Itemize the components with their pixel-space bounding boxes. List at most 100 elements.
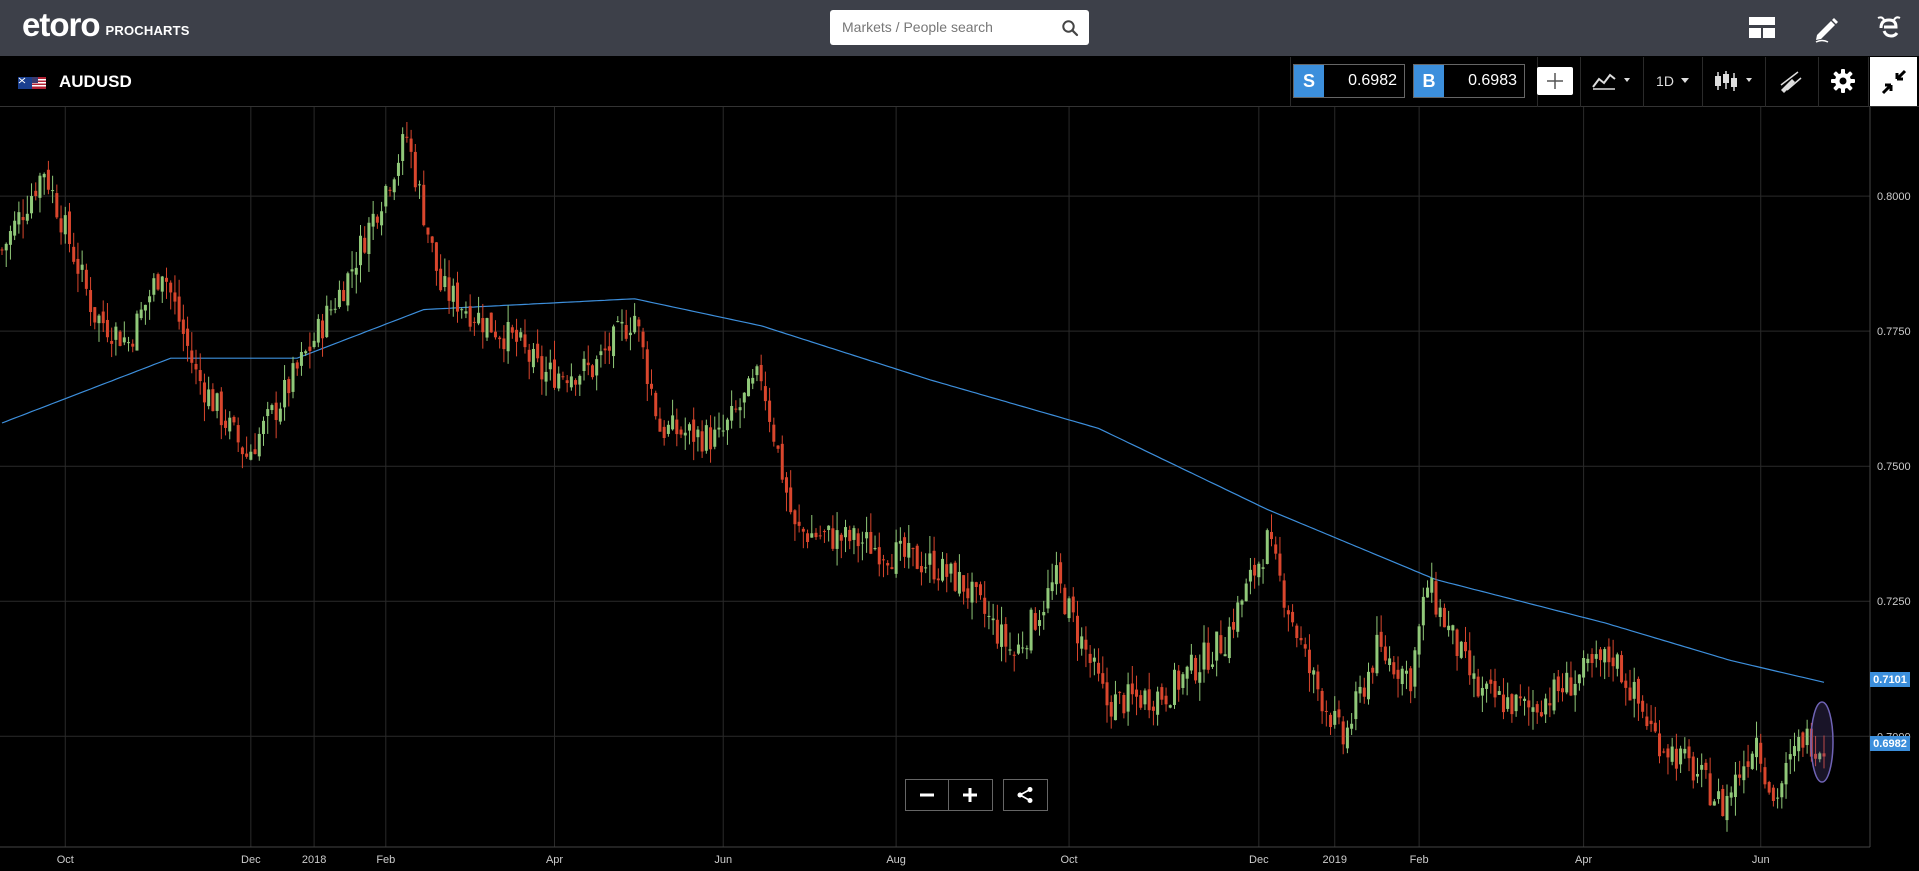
candle-body: [127, 342, 131, 344]
x-tick-label: Dec: [1249, 854, 1269, 866]
candle-body: [1687, 746, 1691, 759]
candle-body: [1194, 657, 1198, 681]
crosshair-button[interactable]: [1536, 64, 1574, 98]
chevron-down-icon: [1680, 78, 1689, 83]
candle-body: [970, 581, 974, 603]
candle-body: [628, 332, 632, 336]
candle-body: [1514, 694, 1518, 712]
candle-body: [89, 290, 93, 313]
candle-body: [207, 389, 211, 407]
indicators-dropdown[interactable]: [1590, 64, 1634, 98]
candle-body: [257, 433, 261, 457]
candle-body: [1797, 736, 1801, 752]
x-tick-label: Oct: [1060, 854, 1077, 866]
zoom-out-button[interactable]: [906, 780, 949, 810]
candle-body: [561, 376, 565, 378]
candle-body: [1168, 705, 1172, 708]
candle-body: [375, 216, 379, 223]
candle-body: [1333, 710, 1337, 725]
chart-type-dropdown[interactable]: [1712, 64, 1758, 98]
buy-price: 0.6983: [1468, 72, 1517, 89]
settings-button[interactable]: [1824, 64, 1862, 98]
buy-button[interactable]: B 0.6983: [1413, 64, 1525, 98]
candle-body: [953, 562, 957, 591]
pencil-icon[interactable]: [1810, 12, 1842, 44]
candle-body: [304, 351, 308, 354]
candle-body: [312, 340, 316, 348]
search-input[interactable]: Markets / People search: [830, 10, 1089, 45]
candle-body: [1371, 667, 1375, 673]
timeframe-dropdown[interactable]: 1D: [1652, 64, 1696, 98]
drawing-tools-button[interactable]: [1772, 64, 1810, 98]
candle-body: [299, 351, 303, 366]
candle-body: [1021, 647, 1025, 649]
candle-body: [1282, 580, 1286, 608]
candle-body: [839, 534, 843, 541]
candle-body: [1198, 672, 1202, 683]
etoro-logo[interactable]: etoro PROCHARTS: [22, 8, 190, 42]
candle-body: [1695, 774, 1699, 777]
candle-body: [1442, 607, 1446, 628]
x-tick-label: Feb: [376, 854, 395, 866]
candle-body: [1721, 788, 1725, 817]
candle-body: [818, 535, 822, 537]
candle-body: [780, 443, 784, 480]
fullscreen-collapse-button[interactable]: [1870, 57, 1917, 106]
etoro-app-icon[interactable]: [1873, 12, 1905, 44]
candle-body: [1510, 694, 1514, 715]
candle-body: [1350, 723, 1354, 729]
layout-grid-icon[interactable]: [1746, 12, 1778, 44]
candle-body: [1016, 644, 1020, 654]
candle-body: [1097, 662, 1101, 674]
candle-body: [1202, 642, 1206, 670]
candle-body: [586, 362, 590, 366]
crosshair-icon: [1537, 67, 1573, 95]
candle-body: [1590, 654, 1594, 663]
candle-body: [1135, 689, 1139, 697]
candle-body: [274, 402, 278, 420]
candle-body: [730, 405, 734, 421]
candle-body: [405, 136, 409, 138]
candle-body: [160, 276, 164, 292]
candle-body: [1662, 751, 1666, 753]
x-tick-label: Feb: [1410, 854, 1429, 866]
zoom-in-button[interactable]: [949, 780, 991, 810]
candle-body: [1367, 671, 1370, 700]
candle-body: [1658, 733, 1662, 757]
candle-body: [540, 356, 544, 380]
candle-body: [1307, 649, 1311, 674]
candle-body: [1329, 714, 1333, 728]
candle-body: [1577, 674, 1581, 684]
candle-body: [1725, 795, 1729, 821]
candle-body: [941, 558, 945, 581]
candle-body: [793, 510, 797, 525]
candle-body: [1265, 530, 1269, 564]
share-button[interactable]: [1003, 779, 1048, 811]
y-tick-label: 0.7750: [1877, 326, 1911, 338]
candle-body: [1189, 654, 1193, 671]
candle-body: [865, 532, 869, 539]
candle-body: [987, 615, 991, 617]
candle-body: [1544, 698, 1548, 715]
candle-body: [1759, 742, 1763, 764]
candle-body: [620, 321, 624, 324]
candle-body: [510, 327, 514, 333]
candle-body: [515, 329, 519, 342]
sell-button[interactable]: S 0.6982: [1293, 64, 1405, 98]
candle-body: [1464, 641, 1468, 652]
candle-body: [624, 325, 628, 339]
candle-body: [928, 553, 932, 565]
candle-body: [38, 175, 42, 198]
candle-body: [1527, 700, 1531, 708]
candle-body: [1649, 720, 1653, 725]
candle-body: [177, 296, 181, 322]
candle-body: [1050, 582, 1054, 592]
sell-label: S: [1294, 65, 1324, 97]
search-icon[interactable]: [1061, 19, 1079, 37]
candle-body: [814, 532, 818, 538]
candle-body: [599, 351, 603, 356]
candle-body: [1286, 610, 1290, 615]
candle-body: [903, 537, 907, 557]
candle-body: [1354, 691, 1358, 720]
